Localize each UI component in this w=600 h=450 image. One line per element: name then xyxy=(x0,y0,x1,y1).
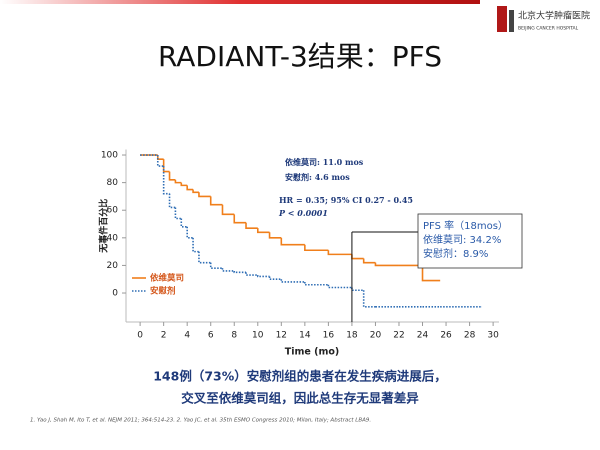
legend-label: 依维莫司 xyxy=(150,273,184,284)
km-step xyxy=(180,218,188,228)
km-step xyxy=(162,166,170,195)
slide-title: RADIANT-3结果：PFS xyxy=(158,40,442,73)
km-step xyxy=(245,272,258,276)
km-step xyxy=(168,193,176,209)
conclusion: 148例（73%）安慰剂组的患者在发生疾病进展后， xyxy=(153,369,447,384)
km-step xyxy=(192,189,199,194)
logo-mark xyxy=(509,10,514,32)
logo-mark xyxy=(497,6,507,32)
km-step xyxy=(351,254,364,260)
km-step xyxy=(327,250,352,256)
km-step xyxy=(256,228,270,234)
km-step xyxy=(156,155,164,160)
y-tick-label: 100 xyxy=(101,151,118,161)
logo-name: 北京大学肿瘤医院 xyxy=(518,10,590,22)
km-step xyxy=(362,258,376,264)
x-tick-label: 26 xyxy=(440,331,452,341)
km-step xyxy=(156,155,164,167)
x-tick-label: 30 xyxy=(487,331,499,341)
km-step xyxy=(351,287,364,292)
km-step xyxy=(221,268,235,272)
km-step xyxy=(233,214,247,224)
km-step xyxy=(268,232,282,239)
y-tick-label: 0 xyxy=(112,289,118,299)
km-step xyxy=(192,237,199,253)
km-step xyxy=(180,182,188,187)
km-step xyxy=(174,179,182,184)
km-step xyxy=(280,237,305,246)
km-step xyxy=(186,185,194,191)
x-tick-label: 6 xyxy=(208,331,214,341)
callout-text: 安慰剂：8.9% xyxy=(423,247,488,260)
legend-label: 安慰剂 xyxy=(150,286,176,297)
km-step xyxy=(209,262,223,269)
km-step xyxy=(174,207,182,220)
km-step xyxy=(209,196,223,206)
annotation: P < 0.0001 xyxy=(278,208,328,218)
callout-text: 依维莫司: 34.2% xyxy=(423,233,501,246)
x-tick-label: 4 xyxy=(184,331,190,341)
y-tick-label: 60 xyxy=(107,206,119,216)
x-tick-label: 0 xyxy=(137,331,143,341)
logo-english: BEIJING CANCER HOSPITAL xyxy=(518,26,579,32)
y-tick-label: 40 xyxy=(107,233,119,243)
km-step xyxy=(198,251,211,264)
x-tick-label: 12 xyxy=(276,331,287,341)
km-step xyxy=(256,275,270,278)
km-step xyxy=(280,279,305,283)
x-tick-label: 10 xyxy=(252,331,264,341)
x-tick-label: 2 xyxy=(161,331,167,341)
km-step xyxy=(162,159,170,173)
km-step xyxy=(168,171,176,181)
conclusion: 交叉至依维莫司组，因此总生存无显著差异 xyxy=(181,391,419,406)
top-bar xyxy=(0,0,480,4)
km-step xyxy=(421,265,441,282)
x-tick-label: 20 xyxy=(370,331,382,341)
km-step xyxy=(245,222,258,229)
x-tick-label: 22 xyxy=(393,331,404,341)
y-axis-label: 无事件百分比 xyxy=(98,199,110,254)
x-axis-label: Time (mo) xyxy=(285,347,340,358)
km-step xyxy=(304,244,329,252)
x-tick-label: 18 xyxy=(346,331,358,341)
km-step xyxy=(198,192,211,198)
x-tick-label: 24 xyxy=(417,331,429,341)
x-tick-label: 16 xyxy=(323,331,335,341)
km-step xyxy=(186,226,194,239)
callout-text: PFS 率（18mos） xyxy=(423,219,508,232)
callout-box xyxy=(417,213,523,269)
km-step xyxy=(233,270,247,274)
x-tick-label: 14 xyxy=(299,331,311,341)
km-step xyxy=(362,290,376,308)
annotation: 依维莫司: 11.0 mos xyxy=(285,157,364,167)
km-step xyxy=(304,281,329,286)
x-tick-label: 28 xyxy=(464,331,476,341)
km-step xyxy=(221,204,235,216)
y-tick-label: 80 xyxy=(107,178,119,188)
annotation: 安慰剂: 4.6 mos xyxy=(285,172,350,182)
footnote: 1. Yao J, Shah M, Ito T, et al. NEJM 201… xyxy=(30,418,371,424)
annotation: HR = 0.35; 95% CI 0.27 - 0.45 xyxy=(279,195,413,205)
km-step xyxy=(268,276,282,281)
km-step xyxy=(374,262,399,267)
y-tick-label: 20 xyxy=(107,261,119,271)
km-step xyxy=(327,284,352,289)
x-tick-label: 8 xyxy=(231,331,237,341)
